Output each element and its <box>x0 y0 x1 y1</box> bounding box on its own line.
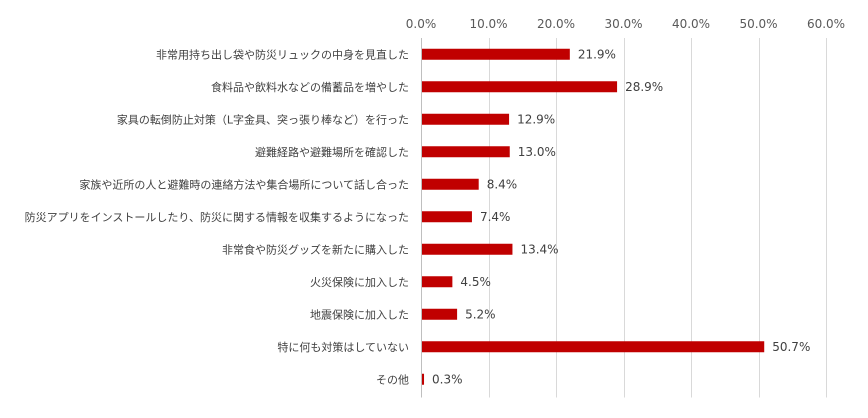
category-label: 避難経路や避難場所を確認した <box>255 145 409 159</box>
category-labels: 非常用持ち出し袋や防災リュックの中身を見直した食料品や飲料水などの備蓄品を増やし… <box>25 47 409 386</box>
category-label: 火災保険に加入した <box>310 275 409 289</box>
x-tick-label: 20.0% <box>537 17 575 31</box>
value-labels: 21.9% 28.9% 12.9% 13.0% 8.4% 7.4% 13.4% 4.5% 5.2… <box>432 47 810 386</box>
x-tick-label: 0.0% <box>406 17 437 31</box>
bar <box>422 341 765 353</box>
x-tick-label: 10.0% <box>469 17 507 31</box>
data-label: 21.9% <box>578 47 616 61</box>
x-tick-label: 30.0% <box>604 17 642 31</box>
category-label: 非常食や防災グッズを新たに購入した <box>222 242 409 256</box>
x-axis-tick-labels: 0.0% 10.0% 20.0% 30.0% 40.0% 50.0% 60.0% <box>406 17 845 31</box>
bar <box>422 243 513 255</box>
x-tick-label: 50.0% <box>739 17 777 31</box>
bars <box>422 48 765 385</box>
bar <box>422 146 510 158</box>
category-label: 食料品や飲料水などの備蓄品を増やした <box>211 80 409 94</box>
bar <box>422 211 472 223</box>
bar <box>422 178 479 190</box>
x-tick-label: 60.0% <box>807 17 845 31</box>
category-label: 家族や近所の人と避難時の連絡方法や集合場所について話し合った <box>79 177 409 191</box>
data-label: 8.4% <box>487 177 518 191</box>
bar <box>422 276 453 288</box>
data-label: 7.4% <box>480 210 511 224</box>
bar <box>422 81 618 93</box>
data-label: 12.9% <box>517 112 555 126</box>
category-label: 地震保険に加入した <box>310 307 409 321</box>
data-label: 50.7% <box>772 340 810 354</box>
data-label: 13.4% <box>520 242 558 256</box>
data-label: 0.3% <box>432 372 463 386</box>
bar <box>422 373 425 385</box>
x-tick-label: 40.0% <box>672 17 710 31</box>
category-label: 非常用持ち出し袋や防災リュックの中身を見直した <box>156 47 409 61</box>
data-label: 4.5% <box>460 275 491 289</box>
bar <box>422 48 570 60</box>
category-label: 特に何も対策はしていない <box>277 340 409 354</box>
data-label: 13.0% <box>518 145 556 159</box>
data-label: 28.9% <box>625 80 663 94</box>
category-label: 防災アプリをインストールしたり、防災に関する情報を収集するようになった <box>25 210 409 224</box>
bar <box>422 308 458 320</box>
data-label: 5.2% <box>465 307 496 321</box>
bar <box>422 113 510 125</box>
category-label: その他 <box>376 373 409 386</box>
gridlines <box>421 38 827 398</box>
category-label: 家具の転倒防止対策（L字金具、突っ張り棒など）を行った <box>117 112 409 126</box>
